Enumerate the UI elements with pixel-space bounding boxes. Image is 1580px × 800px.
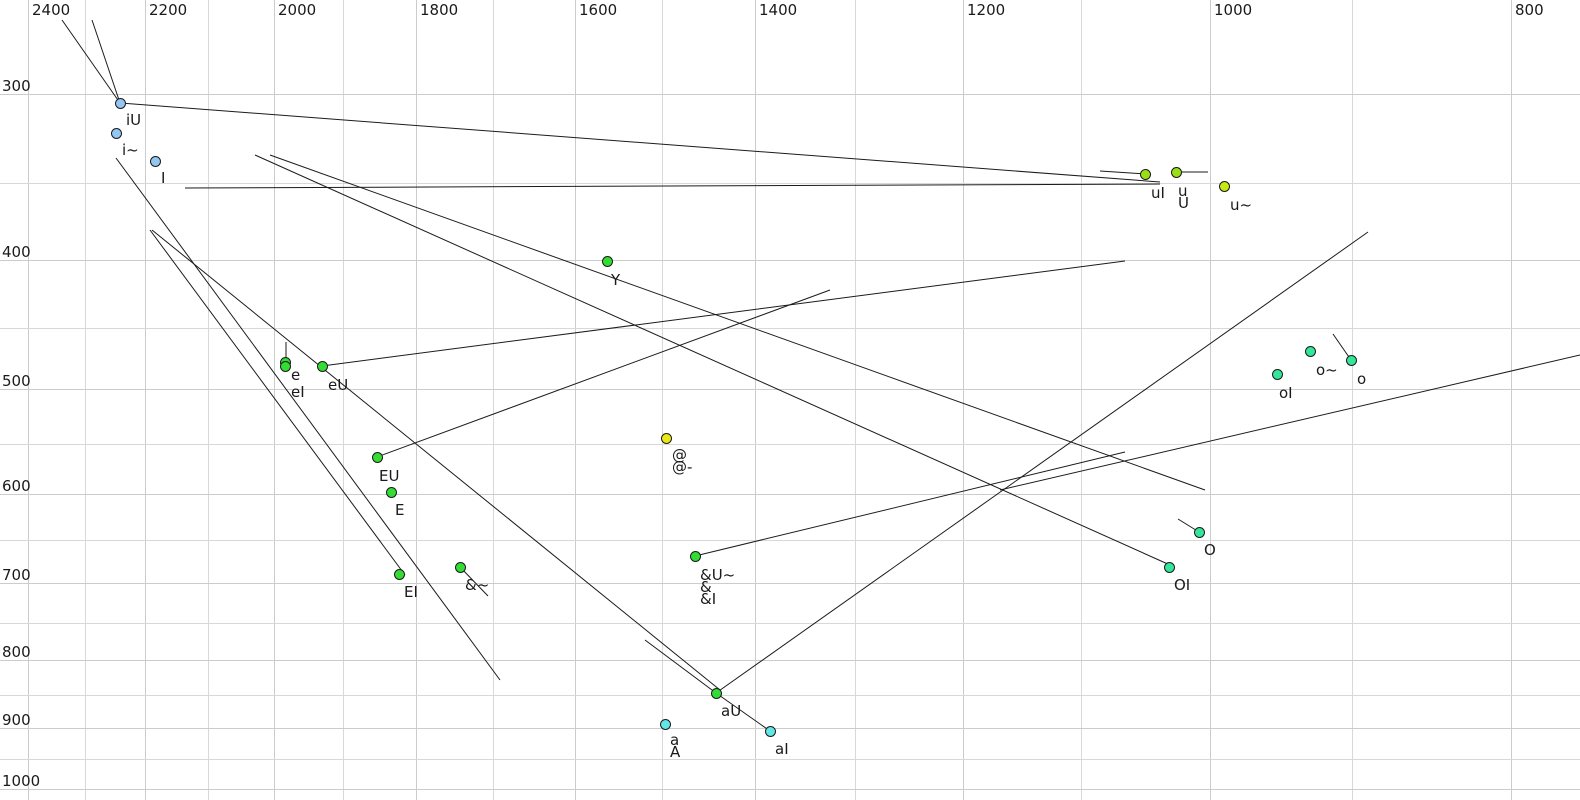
vowel-point-E[interactable]: [386, 487, 397, 498]
vowel-point-[interactable]: [661, 433, 672, 444]
vowel-point-uI[interactable]: [1140, 169, 1151, 180]
vowel-label: E: [395, 501, 405, 519]
vowel-label: iU: [126, 111, 142, 129]
vowel-point-aI[interactable]: [765, 726, 776, 737]
vowel-label: o: [1357, 370, 1367, 388]
vowel-label: e: [291, 366, 301, 384]
gridline-horizontal-major: [0, 789, 1580, 790]
y-axis-tick-label: 900: [2, 711, 31, 729]
gridline-horizontal-minor: [0, 695, 1580, 696]
vowel-label: U: [1178, 194, 1189, 212]
vowel-point-o[interactable]: [1305, 346, 1316, 357]
vowel-label: u~: [1230, 196, 1253, 214]
y-axis-tick-label: 1000: [2, 772, 41, 790]
y-axis-tick-label: 600: [2, 477, 31, 495]
vowel-label: &U~: [700, 566, 736, 584]
vowel-point-a[interactable]: [660, 719, 671, 730]
vowel-label: Y: [611, 271, 621, 289]
gridline-vertical-major: [28, 0, 29, 800]
x-axis-tick-label: 2400: [32, 1, 71, 19]
x-axis-tick-label: 1200: [967, 1, 1006, 19]
vowel-label: &~: [465, 576, 490, 594]
gridline-horizontal-major: [0, 94, 1580, 95]
vowel-label: eU: [328, 376, 349, 394]
x-axis-tick-label: 1400: [759, 1, 798, 19]
vowel-point-O[interactable]: [1194, 527, 1205, 538]
y-axis-tick-label: 400: [2, 243, 31, 261]
vowel-point-eI[interactable]: [280, 361, 291, 372]
vowel-label: eI: [291, 383, 305, 401]
vowel-label: @: [672, 446, 687, 464]
vowel-point-u[interactable]: [1171, 167, 1182, 178]
vowel-point-[interactable]: [455, 562, 466, 573]
vowel-label: OI: [1174, 576, 1191, 594]
vowel-label: uI: [1151, 184, 1165, 202]
vowel-point-U[interactable]: [690, 551, 701, 562]
x-axis-tick-label: 2000: [278, 1, 317, 19]
vowel-label: @-: [672, 458, 693, 476]
vowel-point-i[interactable]: [111, 128, 122, 139]
vowel-label: EU: [379, 467, 400, 485]
vowel-label: aU: [721, 702, 742, 720]
vowel-point-OI[interactable]: [1164, 562, 1175, 573]
y-axis-tick-label: 300: [2, 77, 31, 95]
vowel-label: o~: [1316, 361, 1338, 379]
vowel-label: u: [1178, 182, 1188, 200]
y-axis-tick-label: 800: [2, 643, 31, 661]
vowel-point-I[interactable]: [150, 156, 161, 167]
vowel-point-aU[interactable]: [711, 688, 722, 699]
x-axis-tick-label: 1800: [420, 1, 459, 19]
vowel-label: I: [161, 169, 166, 187]
vowel-point-oI[interactable]: [1272, 369, 1283, 380]
vowel-point-u[interactable]: [1219, 181, 1230, 192]
vowel-point-eU[interactable]: [317, 361, 328, 372]
vowel-label: O: [1204, 541, 1216, 559]
vowel-label: EI: [404, 583, 418, 601]
vowel-label: &I: [700, 590, 717, 608]
vowel-label: i~: [122, 141, 139, 159]
vowel-point-EI[interactable]: [394, 569, 405, 580]
vowel-label: aI: [775, 740, 789, 758]
gridline-horizontal-major: [0, 728, 1580, 729]
vowel-label: oI: [1279, 384, 1293, 402]
y-axis-tick-label: 500: [2, 372, 31, 390]
gridline-horizontal-minor: [0, 759, 1580, 760]
vowel-label: &: [700, 578, 712, 596]
vowel-point-Y[interactable]: [602, 256, 613, 267]
vowel-point-iU[interactable]: [115, 98, 126, 109]
x-axis-tick-label: 2200: [149, 1, 188, 19]
vowel-point-EU[interactable]: [372, 452, 383, 463]
gridline-vertical-minor: [85, 0, 86, 800]
x-axis-tick-label: 1000: [1214, 1, 1253, 19]
vowel-label: a: [670, 731, 680, 749]
x-axis-tick-label: 1600: [579, 1, 618, 19]
vowel-label: A: [670, 743, 681, 761]
y-axis-tick-label: 700: [2, 566, 31, 584]
vowel-point-o[interactable]: [1346, 355, 1357, 366]
x-axis-tick-label: 800: [1515, 1, 1544, 19]
